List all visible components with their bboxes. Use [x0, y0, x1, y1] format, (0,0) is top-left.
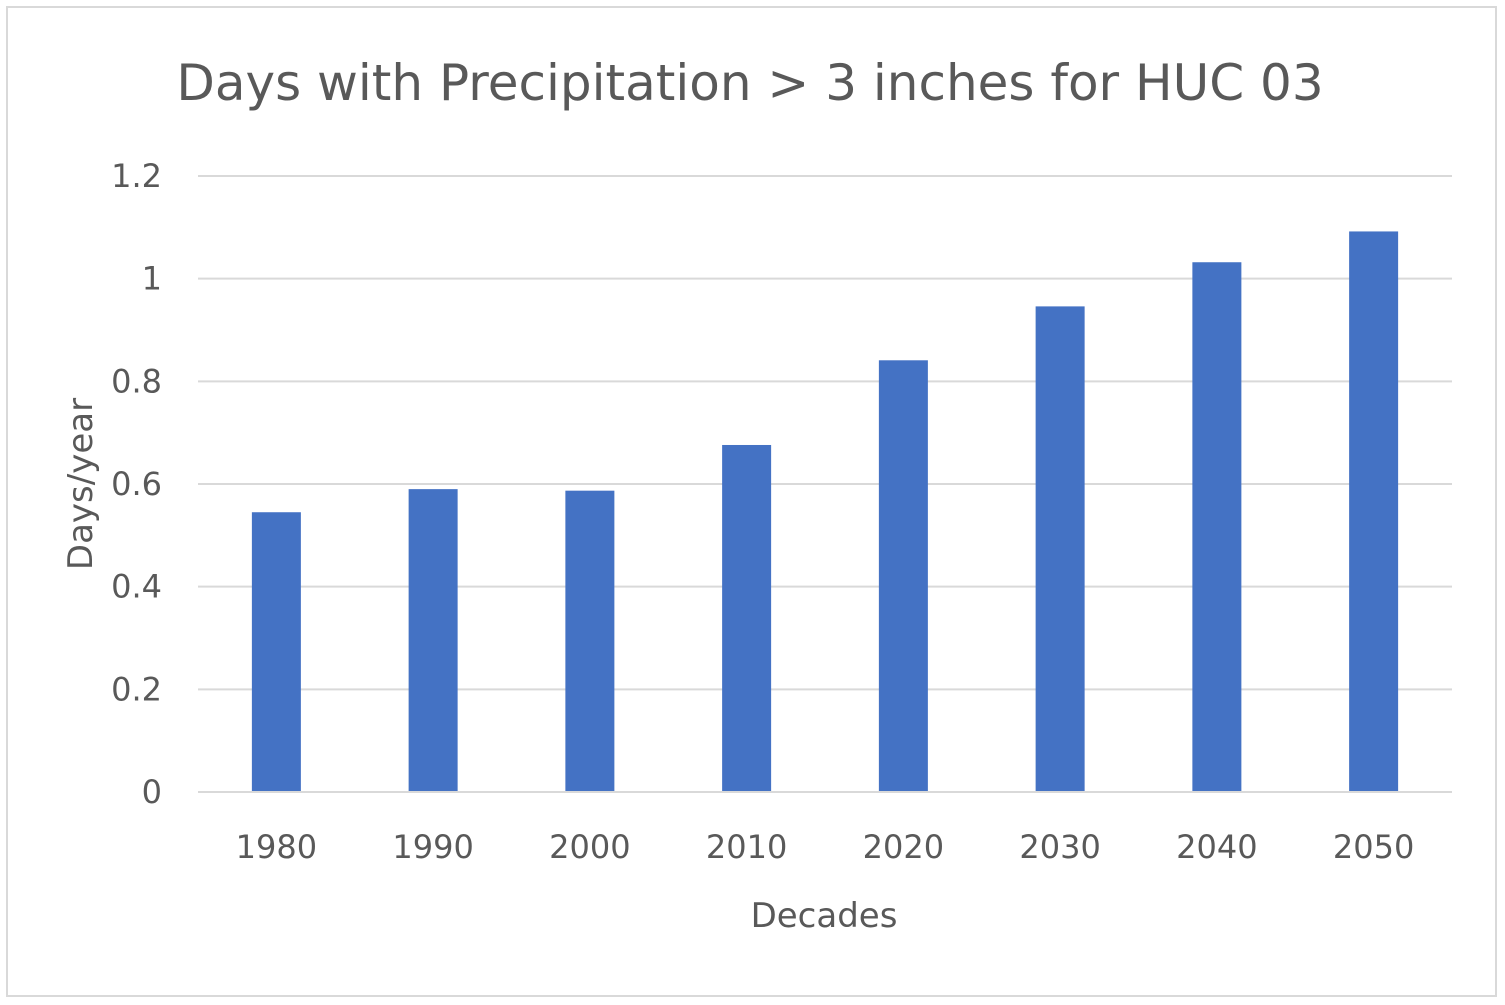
- bars: [251, 231, 1399, 792]
- x-axis-title: Decades: [751, 896, 898, 936]
- y-tick-label: 0.6: [111, 465, 162, 503]
- x-tick-label: 2000: [549, 828, 630, 866]
- bar-2050: [1349, 231, 1399, 792]
- chart-title: Days with Precipitation > 3 inches for H…: [176, 54, 1323, 112]
- y-tick-label: 0: [142, 773, 162, 811]
- bar-2000: [565, 490, 615, 792]
- bar-1980: [251, 512, 301, 792]
- x-tick-label: 2040: [1176, 828, 1257, 866]
- x-axis-tick-labels: 1980 1990 2000 2010 2020 2030 2040 2050: [236, 828, 1415, 866]
- y-tick-label: 0.2: [111, 670, 162, 708]
- y-tick-label: 1: [142, 260, 162, 298]
- x-tick-label: 1990: [392, 828, 473, 866]
- y-tick-label: 0.4: [111, 568, 162, 606]
- x-tick-label: 2050: [1333, 828, 1414, 866]
- x-tick-label: 2020: [863, 828, 944, 866]
- y-tick-label: 0.8: [111, 362, 162, 400]
- x-tick-label: 2010: [706, 828, 787, 866]
- y-axis-tick-labels: 0 0.2 0.4 0.6 0.8 1 1.2: [111, 157, 162, 811]
- y-axis-title: Days/year: [61, 398, 101, 570]
- bar-2030: [1035, 306, 1085, 792]
- x-tick-label: 1980: [236, 828, 317, 866]
- gridlines: [198, 175, 1452, 691]
- bar-2040: [1192, 262, 1242, 792]
- bar-2010: [722, 444, 772, 792]
- y-tick-label: 1.2: [111, 157, 162, 195]
- x-tick-label: 2030: [1019, 828, 1100, 866]
- bar-2020: [878, 360, 928, 792]
- bar-1990: [408, 489, 458, 792]
